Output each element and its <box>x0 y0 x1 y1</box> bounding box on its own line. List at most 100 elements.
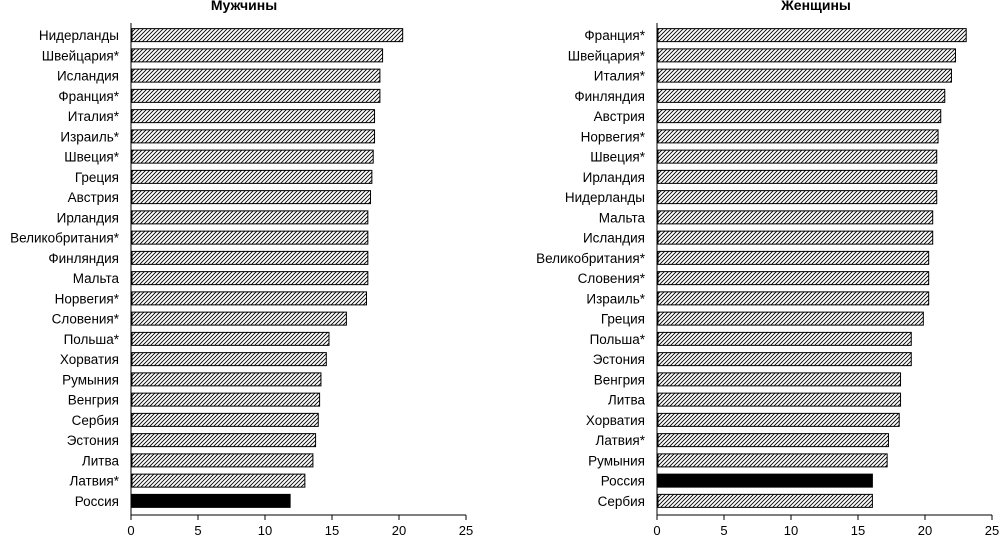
bar-women-0 <box>657 28 967 43</box>
x-tick-label: 25 <box>985 523 999 538</box>
bar-women-5 <box>657 129 939 144</box>
x-tick-label: 0 <box>653 523 660 538</box>
category-label: Сербия <box>598 494 645 509</box>
bar-women-19 <box>657 412 900 427</box>
category-label: Россия <box>601 474 645 489</box>
category-label: Россия <box>75 494 119 509</box>
bar-women-23 <box>657 493 873 508</box>
category-label: Литва <box>82 453 120 468</box>
bar-women-13 <box>657 291 930 306</box>
category-label: Польша* <box>590 332 646 347</box>
category-label: Норвегия* <box>581 129 646 144</box>
category-label: Швейцария* <box>42 48 120 63</box>
bar-men-4 <box>131 109 376 124</box>
category-label: Венгрия <box>68 393 119 408</box>
category-label: Израиль* <box>60 129 119 144</box>
category-label: Франция* <box>584 28 645 43</box>
category-label: Эстония <box>67 433 119 448</box>
category-label: Венгрия <box>594 372 645 387</box>
category-label: Финляндия <box>574 89 645 104</box>
bar-women-9 <box>657 210 934 225</box>
category-label: Латвия* <box>595 433 645 448</box>
category-label: Ирландия <box>57 210 119 225</box>
panel-title: Женщины <box>780 0 851 13</box>
category-label: Мальта <box>73 271 120 286</box>
bar-women-3 <box>657 88 946 103</box>
bar-men-3 <box>131 88 381 103</box>
bar-women-17 <box>657 372 902 387</box>
bar-men-0 <box>131 28 404 43</box>
men-panel: Мужчины Нидерланды Швейцария* Исландия Франц… <box>10 0 473 538</box>
category-label: Румыния <box>588 453 645 468</box>
category-label: Нидерланды <box>39 28 119 43</box>
x-tick-label: 25 <box>459 523 473 538</box>
bar-men-23 <box>131 493 291 508</box>
category-label: Израиль* <box>586 291 645 306</box>
bar-men-2 <box>131 68 381 83</box>
x-tick-label: 20 <box>392 523 406 538</box>
bar-men-14 <box>131 311 347 326</box>
bar-men-19 <box>131 412 319 427</box>
bar-women-6 <box>657 149 938 164</box>
category-label: Австрия <box>68 190 119 205</box>
bar-women-11 <box>657 250 930 265</box>
bar-men-12 <box>131 271 369 286</box>
x-tick-label: 0 <box>127 523 134 538</box>
bar-women-16 <box>657 352 912 367</box>
bar-women-22 <box>657 473 873 488</box>
category-label: Швейцария* <box>568 48 646 63</box>
category-label: Польша* <box>64 332 120 347</box>
bar-men-22 <box>131 473 306 488</box>
bar-men-16 <box>131 352 327 367</box>
bar-men-13 <box>131 291 367 306</box>
x-tick-label: 5 <box>194 523 201 538</box>
x-tick-label: 5 <box>720 523 727 538</box>
bar-men-7 <box>131 169 373 184</box>
bar-women-21 <box>657 453 888 468</box>
category-label: Эстония <box>593 352 645 367</box>
panel-title: Мужчины <box>211 0 277 13</box>
bar-men-17 <box>131 372 322 387</box>
bar-men-9 <box>131 210 369 225</box>
category-label: Хорватия <box>586 413 645 428</box>
category-label: Сербия <box>72 413 119 428</box>
x-tick-label: 15 <box>325 523 339 538</box>
category-label: Италия* <box>68 109 120 124</box>
category-label: Великобритания* <box>536 251 646 266</box>
bar-men-18 <box>131 392 321 407</box>
x-tick-label: 15 <box>851 523 865 538</box>
category-label: Греция <box>75 170 119 185</box>
category-label: Латвия* <box>69 474 119 489</box>
category-label: Литва <box>608 393 646 408</box>
category-label: Нидерланды <box>565 190 645 205</box>
bar-women-20 <box>657 433 889 448</box>
bar-men-10 <box>131 230 369 245</box>
category-label: Ирландия <box>583 170 645 185</box>
bar-women-15 <box>657 331 912 346</box>
category-label: Австрия <box>594 109 645 124</box>
category-label: Греция <box>601 312 645 327</box>
bar-women-8 <box>657 190 938 205</box>
category-label: Исландия <box>57 69 119 84</box>
bar-men-11 <box>131 250 369 265</box>
bar-women-1 <box>657 48 956 63</box>
bar-men-15 <box>131 331 330 346</box>
bar-men-1 <box>131 48 384 63</box>
category-label: Словения* <box>52 312 120 327</box>
category-label: Хорватия <box>60 352 119 367</box>
women-panel: Женщины Франция* Швейцария* Италия* Финлянди… <box>536 0 999 538</box>
bar-women-18 <box>657 392 902 407</box>
x-tick-label: 10 <box>784 523 798 538</box>
bar-women-10 <box>657 230 934 245</box>
category-label: Швеция* <box>590 150 645 165</box>
category-label: Норвегия* <box>55 291 120 306</box>
bar-women-2 <box>657 68 952 83</box>
category-label: Финляндия <box>48 251 119 266</box>
category-label: Словения* <box>578 271 646 286</box>
category-label: Швеция* <box>64 150 119 165</box>
bar-men-21 <box>131 453 314 468</box>
category-label: Румыния <box>62 372 119 387</box>
bar-women-12 <box>657 271 930 286</box>
